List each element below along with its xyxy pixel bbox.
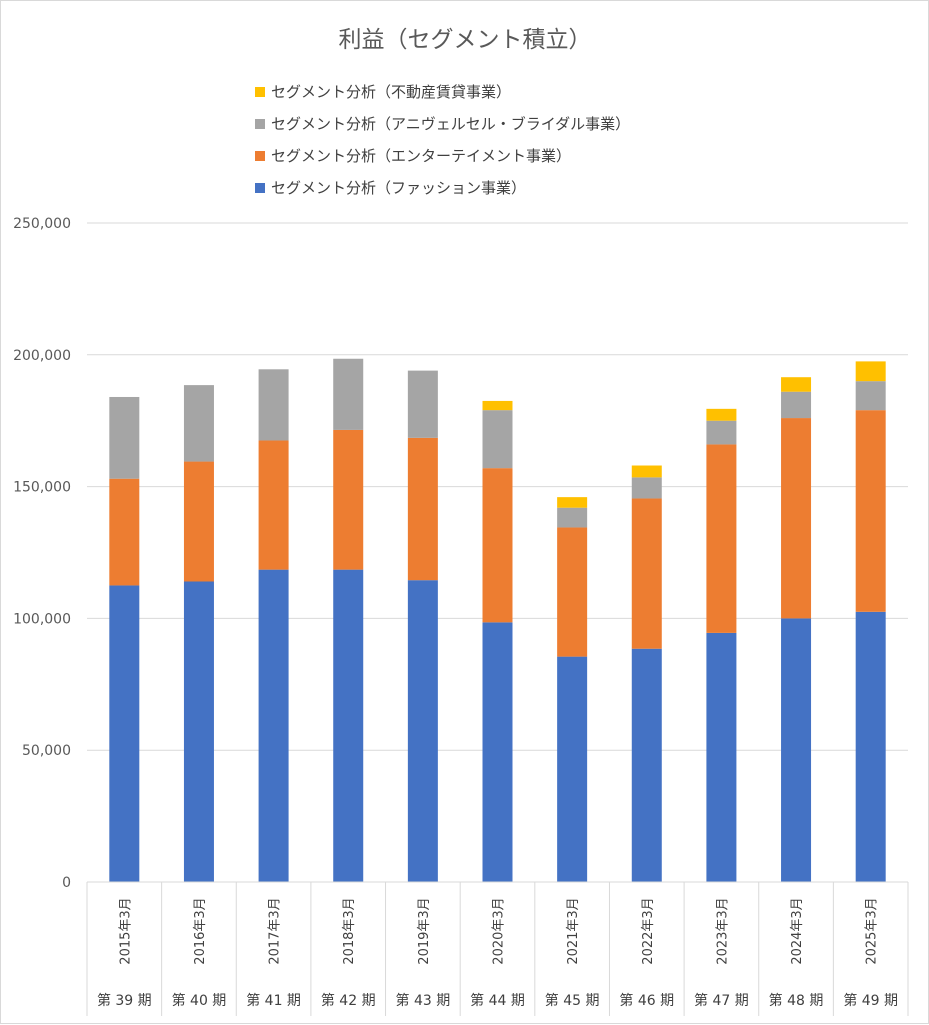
bar-segment (109, 396, 140, 479)
legend: セグメント分析（不動産賃貸事業） セグメント分析（アニヴェルセル・ブライダル事業）… (255, 83, 630, 197)
x-tick-label: 2023年3月 (715, 897, 730, 964)
x-tick-label: 2016年3月 (193, 897, 208, 964)
bar-segment (706, 408, 737, 421)
legend-label: セグメント分析（エンターテイメント事業） (271, 147, 571, 165)
x-tick-label: 2022年3月 (641, 897, 656, 964)
bar-segment (855, 381, 886, 411)
bar-segment (557, 507, 588, 528)
bar-segment (781, 391, 812, 419)
bar-segment (557, 656, 588, 882)
x-group-label: 第 46 期 (619, 992, 674, 1009)
y-tick-label: 100,000 (13, 611, 71, 627)
x-group-label: 第 39 期 (97, 992, 152, 1009)
bar-segment (631, 465, 662, 478)
bar-segment (855, 410, 886, 612)
x-tick-label: 2019年3月 (417, 897, 432, 964)
bar-segment (781, 377, 812, 392)
x-group-label: 第 49 期 (843, 992, 898, 1009)
x-tick-label: 2020年3月 (492, 897, 507, 964)
x-group-label: 第 42 期 (321, 992, 376, 1009)
bar-segment (631, 648, 662, 882)
bar-segment (183, 385, 214, 462)
x-tick-label: 2015年3月 (118, 897, 133, 964)
x-group-label: 第 40 期 (172, 992, 227, 1009)
bar-segment (482, 410, 513, 469)
x-group-label: 第 45 期 (545, 992, 600, 1009)
x-tick-label: 2024年3月 (790, 897, 805, 964)
bar-segment (557, 527, 588, 657)
bar-segment (258, 440, 289, 570)
bars (109, 358, 886, 882)
y-tick-label: 200,000 (13, 348, 71, 364)
x-tick-label: 2021年3月 (566, 897, 581, 964)
x-group-label: 第 47 期 (694, 992, 749, 1009)
legend-swatch (255, 183, 265, 193)
bar-segment (482, 400, 513, 411)
bar-segment (407, 370, 438, 438)
legend-swatch (255, 119, 265, 129)
bar-segment (557, 497, 588, 508)
bar-segment (333, 569, 364, 882)
y-tick-label: 250,000 (13, 216, 71, 232)
bar-segment (333, 429, 364, 570)
bar-segment (631, 477, 662, 499)
bar-segment (109, 585, 140, 882)
bar-segment (855, 361, 886, 382)
bar-segment (407, 437, 438, 581)
bar-segment (258, 569, 289, 882)
bar-segment (482, 622, 513, 882)
bar-segment (706, 632, 737, 882)
bar-segment (631, 498, 662, 649)
legend-label: セグメント分析（不動産賃貸事業） (271, 83, 511, 101)
x-tick-label: 2017年3月 (268, 897, 283, 964)
bar-segment (333, 358, 364, 430)
x-group-label: 第 48 期 (769, 992, 824, 1009)
bar-segment (706, 444, 737, 633)
y-tick-label: 0 (62, 875, 71, 891)
bar-segment (781, 418, 812, 619)
bar-segment (482, 468, 513, 623)
bar-segment (183, 461, 214, 582)
bar-segment (258, 369, 289, 441)
bar-segment (781, 618, 812, 882)
x-group-label: 第 44 期 (470, 992, 525, 1009)
chart-title: 利益（セグメント積立） (339, 27, 592, 53)
x-group-label: 第 41 期 (246, 992, 301, 1009)
x-tick-label: 2018年3月 (342, 897, 357, 964)
bar-segment (706, 420, 737, 445)
legend-label: セグメント分析（アニヴェルセル・ブライダル事業） (271, 115, 630, 133)
y-tick-label: 150,000 (13, 480, 71, 496)
x-group-label: 第 43 期 (396, 992, 451, 1009)
x-tick-label: 2025年3月 (865, 897, 880, 964)
legend-swatch (255, 151, 265, 161)
y-tick-label: 50,000 (22, 743, 71, 759)
bar-segment (109, 478, 140, 586)
legend-swatch (255, 87, 265, 97)
gridlines: 0 50,000 100,000 150,000 200,000 250,000 (13, 216, 908, 891)
bar-segment (855, 611, 886, 882)
legend-label: セグメント分析（ファッション事業） (271, 179, 526, 197)
bar-segment (407, 580, 438, 882)
bar-segment (183, 581, 214, 882)
